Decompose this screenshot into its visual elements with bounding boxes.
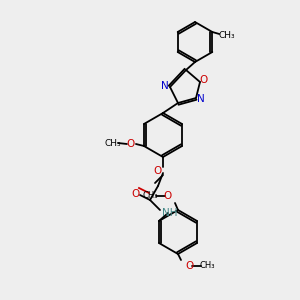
Text: O: O xyxy=(154,166,162,176)
Text: O: O xyxy=(127,139,135,149)
Text: CH₃: CH₃ xyxy=(218,32,235,40)
Text: O: O xyxy=(200,75,208,85)
Text: O: O xyxy=(185,261,193,271)
Text: O: O xyxy=(164,191,172,201)
Text: NH: NH xyxy=(162,208,178,218)
Text: CH₃: CH₃ xyxy=(105,139,121,148)
Text: O: O xyxy=(132,189,140,199)
Text: CH₃: CH₃ xyxy=(199,262,215,271)
Text: N: N xyxy=(197,94,205,104)
Text: CH₃: CH₃ xyxy=(142,191,158,200)
Text: N: N xyxy=(161,81,169,91)
